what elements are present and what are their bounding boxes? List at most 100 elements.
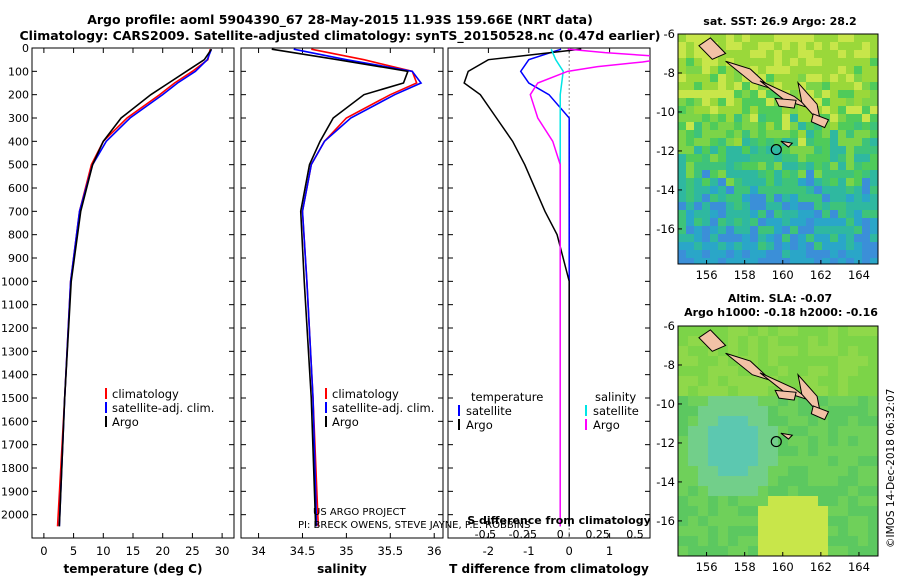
map-cell (822, 50, 831, 59)
x-tick-label: -1 (523, 544, 534, 558)
map-cell (742, 154, 751, 163)
map-cell (686, 258, 695, 264)
map-cell (798, 366, 809, 377)
map-cell (734, 218, 743, 227)
map-cell (798, 416, 809, 427)
island-shape (810, 405, 830, 421)
map-cell (798, 210, 807, 219)
map-cell (822, 90, 831, 99)
map-cell (742, 210, 751, 219)
map-cell (858, 476, 869, 487)
map-cell (862, 130, 871, 139)
map-cell (858, 506, 869, 517)
legend-entry: climatology (332, 387, 399, 401)
y-tick-label: 600 (8, 182, 29, 195)
map-cell (862, 226, 871, 235)
map-cell (768, 416, 779, 427)
map-cell (808, 456, 819, 467)
map-cell (870, 194, 878, 203)
map-cell (778, 476, 789, 487)
map-cell (748, 336, 759, 347)
map-cell (830, 138, 839, 147)
map-cell (718, 336, 729, 347)
map-cell (862, 90, 871, 99)
map-cell (838, 90, 847, 99)
map-cell (788, 376, 799, 387)
series-satellite-adj-clim- (293, 48, 423, 527)
map-cell (768, 326, 779, 337)
map-cell (726, 234, 735, 243)
map-cell (846, 58, 855, 67)
map-cell (858, 466, 869, 477)
map-cell (806, 250, 815, 259)
map-cell (702, 218, 711, 227)
map-cell (782, 154, 791, 163)
map-cell (708, 356, 719, 367)
map-y-tick-label: -16 (656, 222, 675, 236)
map-cell (750, 90, 759, 99)
map-cell (702, 66, 711, 75)
map-cell (748, 346, 759, 357)
credit-line-1: US ARGO PROJECT (313, 507, 406, 518)
map-cell (734, 226, 743, 235)
map-cell (768, 466, 779, 477)
map-cell (698, 466, 709, 477)
map-cell (870, 74, 878, 83)
map-cell (758, 416, 769, 427)
map-cell (726, 226, 735, 235)
map-cell (822, 146, 831, 155)
map-cell (830, 218, 839, 227)
map-cell (748, 466, 759, 477)
map-cell (822, 226, 831, 235)
map-cell (698, 456, 709, 467)
map-cell (734, 258, 743, 264)
map-frame (677, 33, 879, 265)
series-argo (58, 48, 213, 527)
map-cell (798, 426, 809, 437)
map-cell (798, 82, 807, 91)
map-cell (778, 446, 789, 457)
map-cell (782, 130, 791, 139)
map-cell (726, 210, 735, 219)
map-x-tick-label: 160 (772, 560, 794, 574)
map-cell (686, 114, 695, 123)
map-cell (734, 122, 743, 131)
sla-map-title-2: Argo h1000: -0.18 h2000: -0.16 (684, 306, 878, 319)
map-cell (702, 58, 711, 67)
map-cell (758, 202, 767, 211)
map-cell (768, 366, 779, 377)
map-cell (782, 202, 791, 211)
map-cell (814, 154, 823, 163)
map-cell (678, 106, 687, 115)
map-cell (678, 466, 689, 477)
map-cell (734, 98, 743, 107)
map-cell (818, 536, 829, 547)
map-cell (678, 536, 689, 547)
map-cell (870, 162, 878, 171)
map-cell (728, 546, 739, 556)
map-cell (838, 356, 849, 367)
map-cell (708, 536, 719, 547)
map-cell (782, 170, 791, 179)
map-cell (838, 130, 847, 139)
map-cell (848, 346, 859, 357)
y-tick-label: 1700 (1, 439, 29, 452)
x-axis-label: T difference from climatology (449, 562, 649, 576)
map-cell (846, 138, 855, 147)
map-cell (870, 90, 878, 99)
map-cell (790, 162, 799, 171)
map-cell (854, 90, 863, 99)
map-cell (694, 258, 703, 264)
map-cell (768, 506, 779, 517)
legend-entry: Argo (466, 418, 493, 432)
map-cell (848, 526, 859, 537)
map-cell (846, 130, 855, 139)
map-cell (678, 130, 687, 139)
map-cell (848, 516, 859, 527)
map-cell (734, 210, 743, 219)
map-cell (838, 456, 849, 467)
map-cell (778, 396, 789, 407)
map-cell (822, 98, 831, 107)
map-cell (726, 50, 735, 59)
